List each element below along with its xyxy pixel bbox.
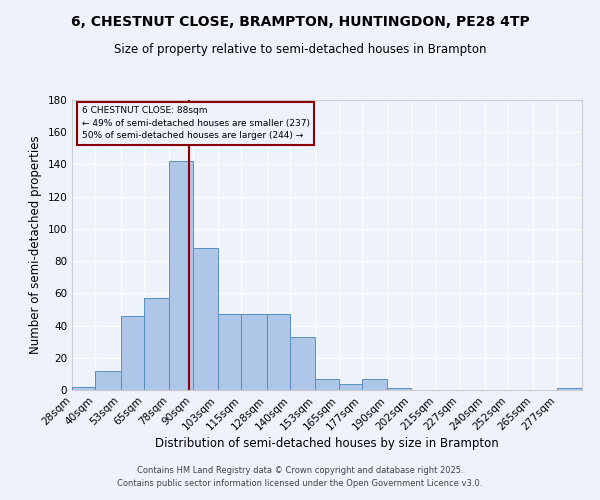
Bar — [266, 314, 290, 390]
Text: 6 CHESTNUT CLOSE: 88sqm
← 49% of semi-detached houses are smaller (237)
50% of s: 6 CHESTNUT CLOSE: 88sqm ← 49% of semi-de… — [82, 106, 310, 140]
Bar — [338, 384, 362, 390]
Text: 6, CHESTNUT CLOSE, BRAMPTON, HUNTINGDON, PE28 4TP: 6, CHESTNUT CLOSE, BRAMPTON, HUNTINGDON,… — [71, 15, 529, 29]
Bar — [290, 337, 316, 390]
Bar — [144, 298, 169, 390]
Bar — [316, 378, 338, 390]
Bar — [121, 316, 144, 390]
Bar — [557, 388, 582, 390]
Text: Contains HM Land Registry data © Crown copyright and database right 2025.
Contai: Contains HM Land Registry data © Crown c… — [118, 466, 482, 487]
Bar — [169, 161, 193, 390]
X-axis label: Distribution of semi-detached houses by size in Brampton: Distribution of semi-detached houses by … — [155, 438, 499, 450]
Bar — [95, 370, 121, 390]
Bar — [193, 248, 218, 390]
Bar — [362, 378, 388, 390]
Bar — [218, 314, 241, 390]
Text: Size of property relative to semi-detached houses in Brampton: Size of property relative to semi-detach… — [114, 42, 486, 56]
Y-axis label: Number of semi-detached properties: Number of semi-detached properties — [29, 136, 42, 354]
Bar — [72, 387, 95, 390]
Bar — [241, 314, 266, 390]
Bar — [388, 388, 411, 390]
